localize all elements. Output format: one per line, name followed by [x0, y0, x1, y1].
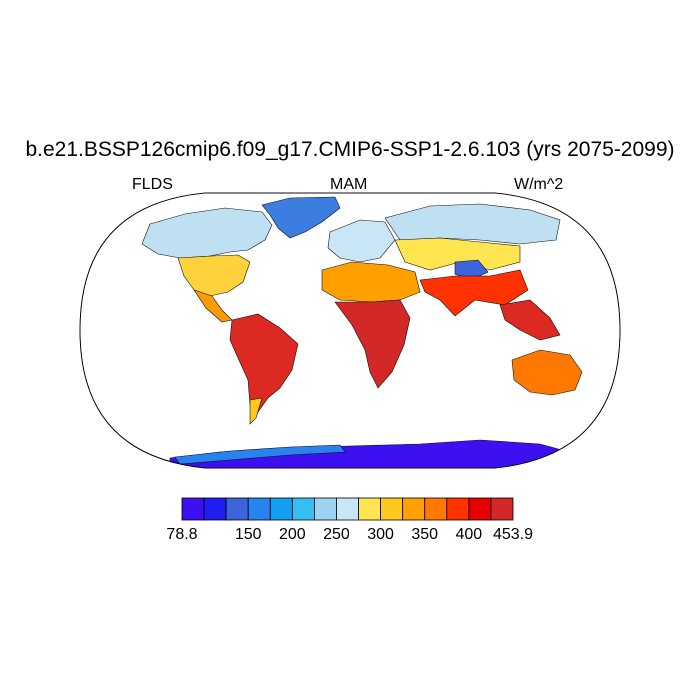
colorbar-tick-label: 250: [323, 526, 350, 543]
season-label: MAM: [330, 176, 368, 193]
colorbar-tick-label: 78.8: [166, 526, 198, 543]
usa: [177, 254, 251, 297]
south-america: [229, 313, 299, 413]
colorbar-tick-label: 300: [367, 526, 394, 543]
antarctic-coast: [174, 444, 346, 465]
colorbar-tick-label: 150: [234, 526, 262, 543]
colorbar-swatch: [446, 497, 470, 521]
colorbar-swatch: [424, 497, 448, 521]
variable-label: FLDS: [132, 176, 173, 193]
africa: [334, 299, 411, 389]
colorbar-swatch: [181, 497, 205, 521]
colorbar-swatch: [402, 497, 426, 521]
colorbar-tick-label: 200: [278, 526, 306, 543]
colorbar-tick-label: 400: [455, 526, 483, 543]
colorbar-swatch: [247, 497, 271, 521]
canada: [141, 207, 273, 259]
colorbar-swatch: [203, 497, 227, 521]
colorbar-swatch: [468, 497, 492, 521]
colorbar-tick-label: 453.9: [492, 526, 534, 543]
southeast-asia: [499, 299, 561, 341]
colorbar-swatch: [336, 497, 359, 521]
colorbar-swatch: [291, 497, 315, 521]
north-africa: [321, 261, 421, 303]
plot-title: b.e21.BSSP126cmip6.f09_g17.CMIP6-SSP1-2.…: [25, 138, 675, 161]
colorbar-swatch: [269, 497, 293, 521]
units-label: W/m^2: [514, 176, 564, 193]
colorbar-swatch: [225, 497, 249, 521]
colorbar-tick-label: 350: [411, 526, 439, 543]
europe: [327, 219, 396, 263]
colorbar-swatch: [380, 497, 404, 521]
greenland: [261, 196, 341, 239]
australia: [511, 349, 583, 396]
central-asia: [394, 237, 521, 271]
colorbar-swatch: [358, 497, 381, 521]
patagonia: [249, 397, 263, 425]
colorbar-swatch: [490, 497, 514, 521]
colorbar-swatch: [313, 497, 337, 521]
